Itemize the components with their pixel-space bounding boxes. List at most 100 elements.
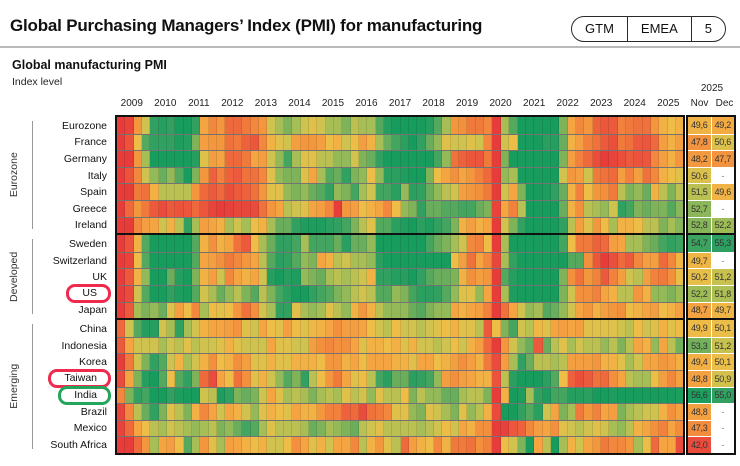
heatmap-cell [642,354,651,370]
heatmap-cell [142,134,151,151]
heatmap-cell [492,117,501,134]
heatmap-cell [325,320,334,337]
heatmap-cell [317,337,326,354]
heatmap-cell [667,184,677,200]
heatmap-cell [617,420,626,437]
heatmap-cell [317,184,326,200]
heatmap-cell [651,370,660,387]
heatmap-cell [275,151,284,167]
heatmap-cell [584,404,593,420]
heatmap-cell [642,167,651,184]
heatmap-cell [592,217,601,234]
heatmap-cell [492,285,501,302]
heatmap-cell [492,437,501,453]
heatmap-cell [183,437,193,453]
heatmap-row-south-africa [117,436,684,453]
heatmap-cell [500,320,510,337]
heatmap-cell [592,320,601,337]
heatmap-cell [175,134,184,151]
heatmap-cell [651,302,660,319]
heatmap-cell [434,302,443,319]
heatmap-cell [158,184,168,200]
heatmap-cell [125,320,134,337]
heatmap-cell [358,370,368,387]
heatmap-cell [450,437,460,453]
heatmap-cell [350,354,359,370]
heatmap-cell [333,200,343,217]
heatmap-cell [584,387,593,404]
year-tick-label: 2015 [321,98,345,109]
dec-value-cell: 50,1 [711,354,734,370]
heatmap-cell [384,320,393,337]
heatmap-cell [542,354,551,370]
heatmap-cell [200,437,209,453]
heatmap-cell [417,320,426,337]
heatmap-cell [450,235,460,252]
heatmap-cell [634,151,643,167]
heatmap-cell [484,387,493,404]
heatmap-cell [358,184,368,200]
heatmap-cell [150,184,159,200]
heatmap-cell [250,252,259,269]
heatmap-cell [283,337,293,354]
heatmap-cell [358,167,368,184]
heatmap-cell [167,269,176,285]
heatmap-cell [542,252,551,269]
heatmap-cell [200,217,209,234]
heatmap-cell [517,404,526,420]
heatmap-cell [233,235,243,252]
heatmap-cell [392,134,401,151]
heatmap-cell [634,235,643,252]
heatmap-cell [634,404,643,420]
heatmap-cell [158,404,168,420]
heatmap-cell [434,437,443,453]
nav-button-gtm[interactable]: GTM [585,21,614,36]
x-axis-years: 2009 2010 2011 2012 2013 2014 2015 2016 2017 2018… [115,98,685,109]
heatmap-cell [550,151,560,167]
heatmap-cell [375,302,384,319]
heatmap-cell [392,252,401,269]
row-label-us: US [2,284,113,304]
heatmap-cell [283,420,293,437]
heatmap-cell [392,285,401,302]
heatmap-cell [634,354,643,370]
heatmap-cell [258,134,268,151]
heatmap-cell [367,151,376,167]
heatmap-cell [575,134,585,151]
heatmap-cell [117,269,126,285]
heatmap-cell [342,337,351,354]
heatmap-cell [442,354,451,370]
heatmap-cell [200,235,209,252]
nov-value-cell: 48,7 [688,302,712,319]
heatmap-cell [342,235,351,252]
heatmap-cell [384,235,393,252]
heatmap-cell [242,320,251,337]
heatmap-cell [167,387,176,404]
heatmap-cell [625,354,635,370]
heatmap-cell [534,370,543,387]
heatmap-cell [350,420,359,437]
heatmap-cell [192,285,201,302]
heatmap-cell [158,387,168,404]
heatmap-cell [133,404,143,420]
heatmap-cell [634,134,643,151]
heatmap-cell [584,354,593,370]
heatmap-cell [367,370,376,387]
nav-button-page-number[interactable]: 5 [690,17,725,41]
heatmap-cell [459,269,468,285]
heatmap-cell [600,217,610,234]
dec-value-cell: 47,7 [711,151,734,167]
heatmap-cell [233,134,243,151]
heatmap-cell [592,337,601,354]
country-label: Eurozone [62,119,107,132]
heatmap-cell [400,252,410,269]
heatmap-cell [542,437,551,453]
heatmap-cell [600,184,610,200]
heatmap-cell [217,285,226,302]
heatmap-cell [584,151,593,167]
heatmap-cell [417,235,426,252]
heatmap-cell [225,200,234,217]
heatmap-cell [500,217,510,234]
nav-button-emea[interactable]: EMEA [626,17,691,41]
heatmap-cell [133,387,143,404]
